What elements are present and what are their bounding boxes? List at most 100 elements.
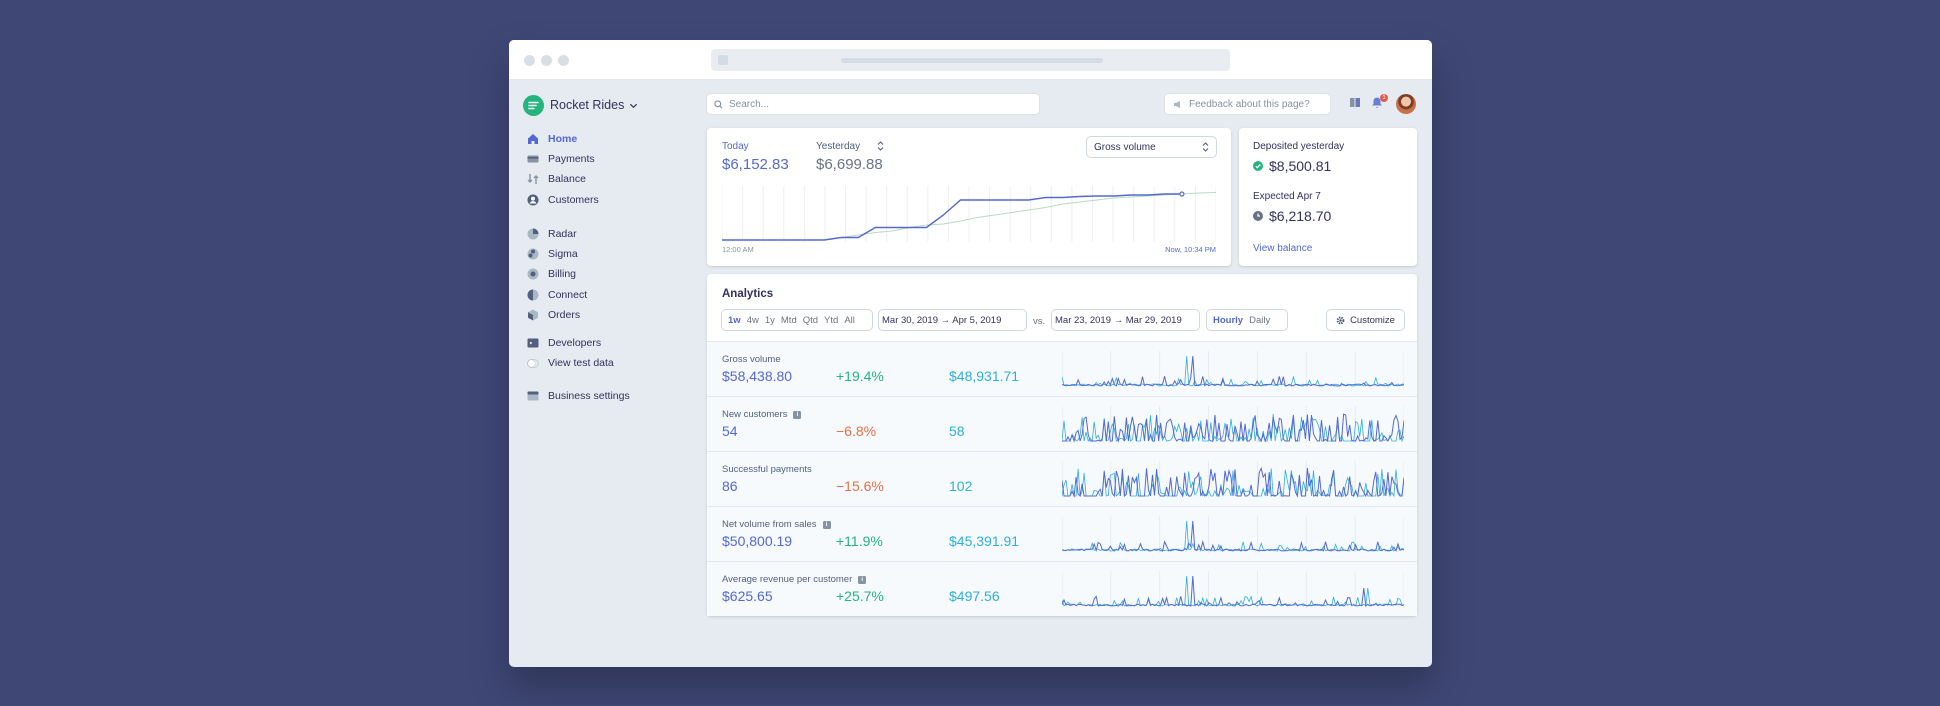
sidebar-group: Business settings bbox=[527, 386, 687, 406]
settings-icon bbox=[527, 390, 539, 402]
metric-rows: Gross volume $58,438.80 +19.4% $48,931.71 Ne… bbox=[707, 341, 1417, 616]
metric-sparkline bbox=[1062, 406, 1404, 443]
sidebar-item-label: Customers bbox=[548, 193, 599, 206]
range-option-qtd[interactable]: Qtd bbox=[802, 314, 819, 326]
sidebar-item-label: View test data bbox=[548, 357, 614, 370]
metric-previous: $497.56 bbox=[949, 588, 1000, 604]
range-option-1y[interactable]: 1y bbox=[764, 314, 775, 326]
metric-row[interactable]: New customers i 54 −6.8% 58 bbox=[707, 396, 1417, 451]
metric-select-value: Gross volume bbox=[1094, 141, 1156, 153]
favicon-icon bbox=[718, 55, 728, 65]
sidebar-item-balance[interactable]: Balance bbox=[527, 169, 687, 189]
window-maximize-dot[interactable] bbox=[558, 55, 569, 66]
feedback-button[interactable]: Feedback about this page? bbox=[1165, 94, 1330, 114]
metric-sparkline bbox=[1062, 571, 1404, 608]
metric-sparkline bbox=[1062, 351, 1404, 388]
metric-value: 54 bbox=[722, 423, 738, 439]
metric-row[interactable]: Net volume from sales i $50,800.19 +11.9% $4… bbox=[707, 506, 1417, 561]
balance-icon bbox=[527, 173, 539, 185]
sidebar-item-developers[interactable]: Developers bbox=[527, 333, 687, 353]
browser-window: Rocket Rides Home Payments Balance Customer… bbox=[509, 40, 1432, 667]
gross-volume-chart bbox=[722, 186, 1216, 242]
granularity-selector: Hourly Daily bbox=[1207, 310, 1287, 330]
range-option-4w[interactable]: 4w bbox=[746, 314, 759, 326]
yesterday-label[interactable]: Yesterday bbox=[816, 141, 861, 152]
sidebar-item-label: Developers bbox=[548, 337, 602, 350]
deposited-value-row: $8,500.81 bbox=[1253, 158, 1331, 174]
connect-icon bbox=[527, 289, 539, 301]
metric-row[interactable]: Successful payments 86 −15.6% 102 bbox=[707, 451, 1417, 506]
search-icon bbox=[714, 99, 723, 109]
sidebar-item-business-settings[interactable]: Business settings bbox=[527, 386, 687, 406]
window-minimize-dot[interactable] bbox=[541, 55, 552, 66]
sidebar-item-label: Payments bbox=[548, 153, 595, 166]
range-option-1w[interactable]: 1w bbox=[728, 314, 741, 326]
customers-icon bbox=[527, 194, 539, 206]
window-close-dot[interactable] bbox=[524, 55, 535, 66]
info-icon[interactable]: i bbox=[793, 410, 802, 419]
sidebar-group: Home Payments Balance Customers bbox=[527, 129, 687, 210]
search-bar[interactable] bbox=[707, 94, 1039, 114]
sidebar-group: Developers View test data bbox=[527, 333, 687, 373]
radar-icon bbox=[527, 228, 539, 240]
sidebar-item-label: Radar bbox=[548, 228, 577, 241]
chevron-down-icon bbox=[630, 103, 638, 108]
today-value: $6,152.83 bbox=[722, 156, 789, 173]
sidebar-item-billing[interactable]: Billing bbox=[527, 264, 687, 284]
expected-label: Expected Apr 7 bbox=[1253, 191, 1321, 202]
sidebar-item-orders[interactable]: Orders bbox=[527, 305, 687, 325]
account-switcher[interactable]: Rocket Rides bbox=[523, 94, 638, 116]
range-option-mtd[interactable]: Mtd bbox=[780, 314, 797, 326]
sidebar-item-label: Home bbox=[548, 133, 578, 146]
granularity-option-hourly[interactable]: Hourly bbox=[1213, 314, 1244, 326]
expected-value: $6,218.70 bbox=[1269, 208, 1332, 224]
sidebar-group: Radar Sigma Billing Connect Orders bbox=[527, 224, 687, 325]
sigma-icon bbox=[527, 248, 539, 260]
select-arrows-icon bbox=[1202, 142, 1209, 152]
expected-value-row: $6,218.70 bbox=[1253, 208, 1331, 224]
info-icon[interactable]: i bbox=[858, 575, 867, 584]
user-avatar[interactable] bbox=[1396, 94, 1416, 114]
info-icon[interactable]: i bbox=[822, 520, 831, 529]
metric-change: +25.7% bbox=[836, 588, 884, 604]
sidebar-item-payments[interactable]: Payments bbox=[527, 149, 687, 169]
metric-select[interactable]: Gross volume bbox=[1087, 137, 1216, 157]
view-balance-link[interactable]: View balance bbox=[1253, 243, 1313, 254]
clock-icon bbox=[1253, 211, 1263, 221]
account-name: Rocket Rides bbox=[550, 98, 625, 112]
sidebar-item-radar[interactable]: Radar bbox=[527, 224, 687, 244]
series-line-today bbox=[722, 193, 1182, 241]
metric-name: Successful payments bbox=[722, 464, 812, 475]
sidebar-item-label: Business settings bbox=[548, 390, 630, 403]
sidebar-item-test-data[interactable]: View test data bbox=[527, 353, 687, 373]
compare-period-picker[interactable]: Mar 23, 2019 → Mar 29, 2019 bbox=[1052, 310, 1199, 330]
sidebar-item-connect[interactable]: Connect bbox=[527, 285, 687, 305]
metric-row[interactable]: Gross volume $58,438.80 +19.4% $48,931.71 bbox=[707, 341, 1417, 396]
range-option-all[interactable]: All bbox=[844, 314, 855, 326]
granularity-option-daily[interactable]: Daily bbox=[1249, 314, 1271, 326]
sidebar-item-home[interactable]: Home bbox=[527, 129, 687, 149]
orders-icon bbox=[527, 309, 539, 321]
search-input[interactable] bbox=[729, 98, 1019, 110]
today-label: Today bbox=[722, 141, 749, 152]
dashboard: Rocket Rides Home Payments Balance Customer… bbox=[509, 80, 1432, 667]
metric-previous: 58 bbox=[949, 423, 965, 439]
metric-sparkline bbox=[1062, 461, 1404, 498]
customize-button[interactable]: Customize bbox=[1327, 310, 1404, 330]
address-bar[interactable] bbox=[711, 49, 1230, 71]
metric-name: New customers i bbox=[722, 409, 802, 420]
metric-change: +19.4% bbox=[836, 368, 884, 384]
docs-book-icon[interactable] bbox=[1349, 97, 1361, 108]
range-option-ytd[interactable]: Ytd bbox=[824, 314, 839, 326]
home-icon bbox=[527, 133, 539, 145]
test-data-toggle[interactable] bbox=[527, 357, 539, 369]
megaphone-icon bbox=[1174, 100, 1180, 108]
metric-name: Average revenue per customer i bbox=[722, 574, 867, 585]
current-period-picker[interactable]: Mar 30, 2019 → Apr 5, 2019 bbox=[879, 310, 1026, 330]
sort-arrows-icon[interactable] bbox=[877, 141, 884, 151]
rocket-rides-logo-icon bbox=[523, 94, 544, 116]
sidebar-item-sigma[interactable]: Sigma bbox=[527, 244, 687, 264]
metric-row[interactable]: Average revenue per customer i $625.65 +25.… bbox=[707, 561, 1417, 616]
notifications-bell-icon[interactable] bbox=[1371, 96, 1383, 109]
sidebar-item-customers[interactable]: Customers bbox=[527, 190, 687, 210]
